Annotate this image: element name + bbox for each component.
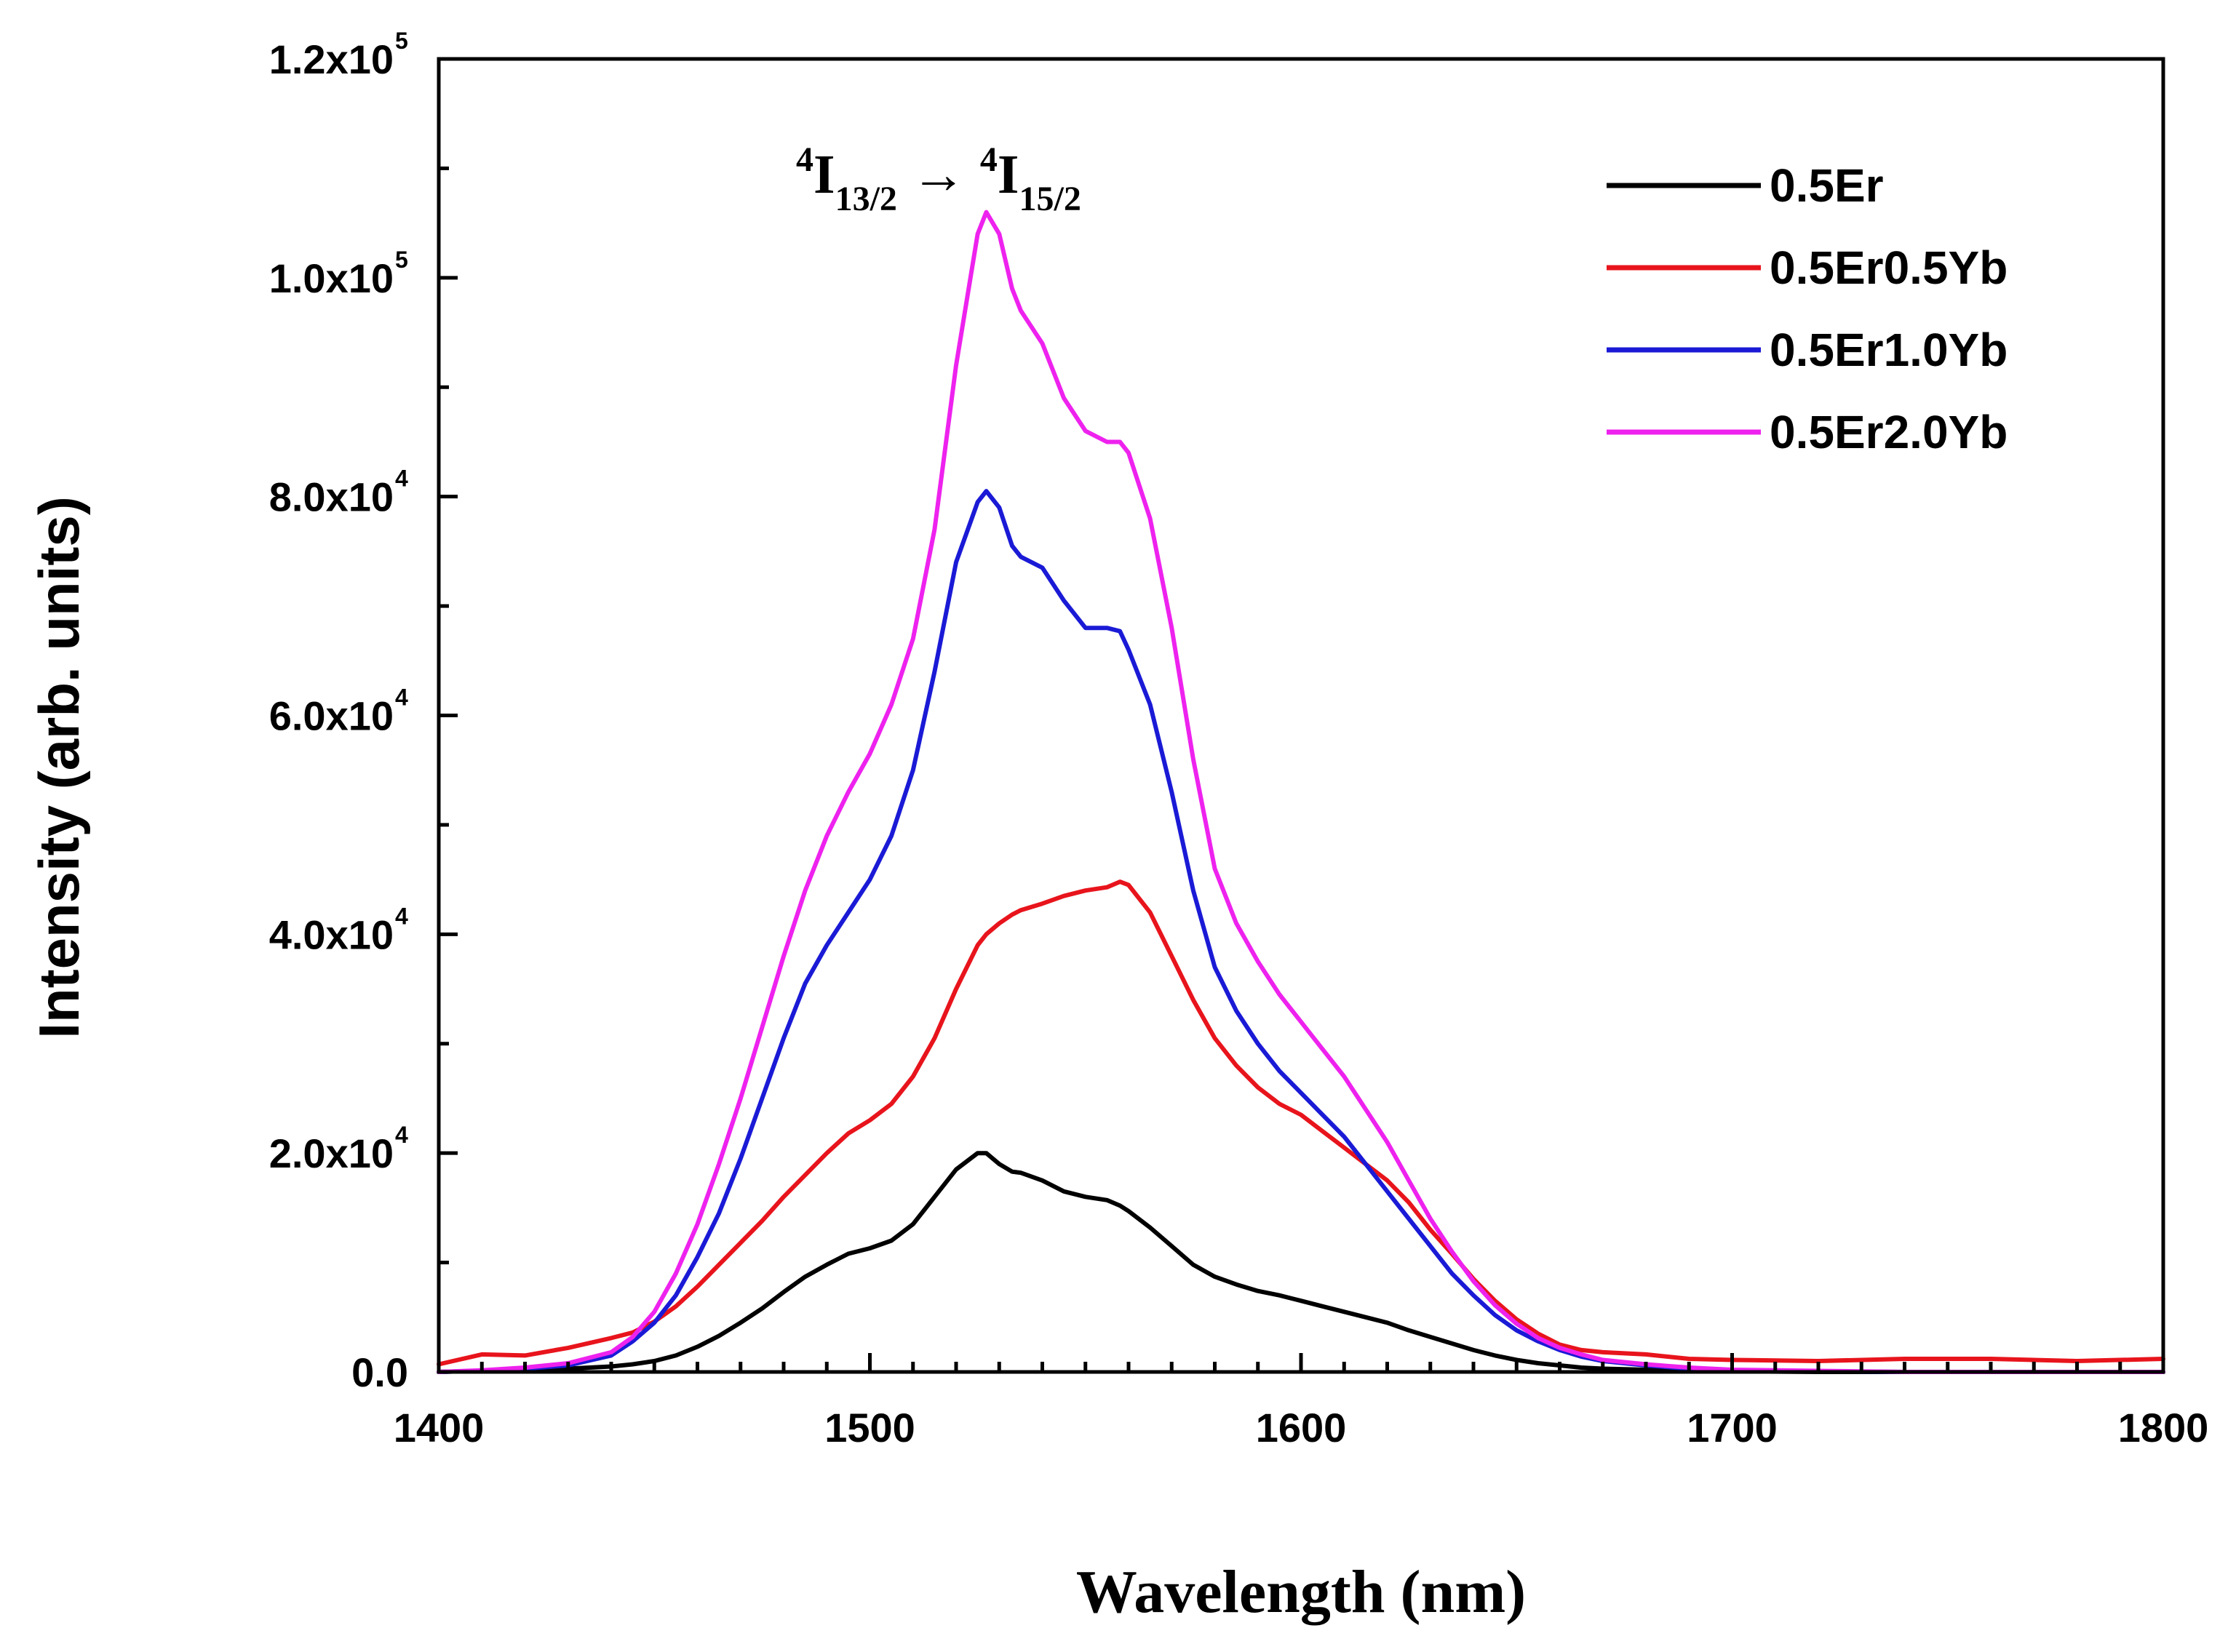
legend-label: 0.5Er2.0Yb xyxy=(1770,406,2008,458)
annotation-part: → xyxy=(897,144,980,205)
y-tick-label: 6.0x10 xyxy=(269,693,394,739)
y-tick-label: 0.0 xyxy=(351,1349,408,1395)
annotation-part: 13/2 xyxy=(835,180,897,218)
y-tick-exponent: 5 xyxy=(395,28,408,54)
y-tick-exponent: 5 xyxy=(395,247,408,273)
x-tick-label: 1700 xyxy=(1687,1405,1778,1451)
legend: 0.5Er 0.5Er0.5Yb 0.5Er1.0Yb 0.5Er2.0Yb xyxy=(1607,159,2008,458)
x-tick-label: 1400 xyxy=(394,1405,485,1451)
annotation-part: I xyxy=(998,144,1019,205)
series-line-0-5er2-0yb xyxy=(437,210,2165,1374)
y-tick-exponent: 4 xyxy=(395,1122,408,1148)
legend-label: 0.5Er0.5Yb xyxy=(1770,242,2008,294)
x-tick-label: 1800 xyxy=(2118,1405,2209,1451)
y-tick-exponent: 4 xyxy=(395,466,408,492)
y-tick-label: 4.0x10 xyxy=(269,911,394,957)
annotation-part: 15/2 xyxy=(1019,180,1081,218)
legend-label: 0.5Er xyxy=(1770,159,1884,212)
y-tick-label: 8.0x10 xyxy=(269,474,394,520)
x-axis-ticks xyxy=(437,1353,2165,1372)
y-axis-ticks xyxy=(439,57,458,1374)
annotation-part: 4 xyxy=(980,140,998,179)
legend-label: 0.5Er1.0Yb xyxy=(1770,324,2008,376)
y-axis-tick-labels: 0.02.0x10 44.0x10 46.0x10 48.0x10 41.0x10 51.… xyxy=(269,28,408,1395)
y-tick-label: 1.0x10 xyxy=(269,255,394,301)
x-tick-label: 1500 xyxy=(824,1405,915,1451)
y-axis-title: Intensity (arb. units) xyxy=(27,496,91,1038)
y-tick-label: 1.2x10 xyxy=(269,36,394,82)
annotation-part: 4 xyxy=(796,140,813,179)
series-line-0-5er0-5yb xyxy=(437,879,2165,1367)
annotation-part: I xyxy=(813,144,835,205)
series-layer xyxy=(437,210,2165,1374)
x-axis-title: Wavelength (nm) xyxy=(1076,1558,1526,1626)
transition-annotation: 4I13/2 → 4I15/2 xyxy=(796,140,1081,218)
series-line-0-5er xyxy=(437,1151,2165,1374)
y-tick-label: 2.0x10 xyxy=(269,1130,394,1176)
x-axis-tick-labels: 1400 1500 1600 1700 1800 xyxy=(394,1405,2209,1451)
x-tick-label: 1600 xyxy=(1256,1405,1347,1451)
y-tick-exponent: 4 xyxy=(395,685,408,711)
y-tick-exponent: 4 xyxy=(395,903,408,929)
